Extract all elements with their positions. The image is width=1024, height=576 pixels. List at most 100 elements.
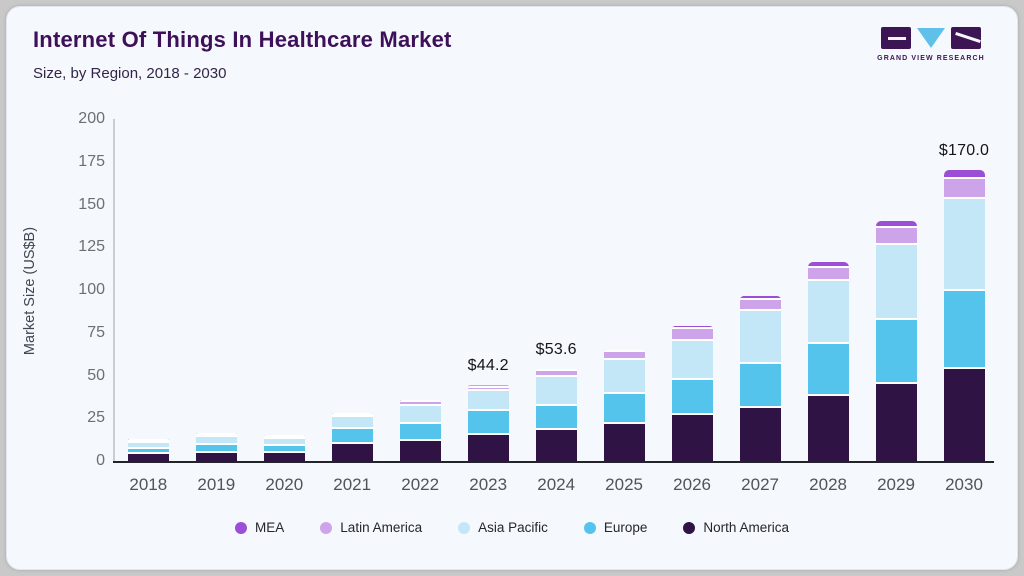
- legend-label: Latin America: [340, 520, 423, 535]
- bar-segment-mea: [127, 438, 169, 441]
- bar-segment-north-america: [535, 430, 577, 461]
- x-tick-label: 2020: [265, 475, 304, 494]
- bar-segment-mea: [331, 412, 373, 415]
- bar-segment-asia-pacific: [671, 340, 713, 381]
- bar-value-label: $170.0: [938, 142, 990, 160]
- y-tick-label: 75: [87, 323, 105, 341]
- bar-segment-asia-pacific: [331, 416, 373, 429]
- y-tick-label: 25: [87, 409, 105, 427]
- x-tick-label: 2028: [809, 475, 847, 494]
- bar-segment-mea: [739, 295, 781, 301]
- bar-2019: [195, 432, 237, 461]
- y-tick-label: 175: [78, 152, 105, 170]
- bar-segment-north-america: [739, 407, 781, 461]
- bar-2029: [875, 220, 917, 461]
- x-tick-label: 2029: [877, 475, 915, 494]
- bar-segment-latin-america: [331, 414, 373, 417]
- bar-2018: [127, 438, 169, 461]
- bar-segment-asia-pacific: [535, 377, 577, 407]
- x-tick-label: 2022: [401, 475, 440, 494]
- bar-segment-latin-america: [195, 434, 237, 437]
- bar-segment-north-america: [467, 435, 509, 461]
- y-tick-label: 50: [87, 366, 105, 384]
- bar-segment-asia-pacific: [263, 438, 305, 447]
- logo-letter-r-icon: [951, 27, 981, 49]
- legend-dot-icon: [583, 521, 596, 534]
- bar-segment-latin-america: [875, 228, 917, 245]
- bar-segment-europe: [875, 319, 917, 385]
- bar-segment-mea: [399, 399, 441, 402]
- bar-segment-mea: [467, 385, 509, 388]
- bar-segment-latin-america: [535, 371, 577, 378]
- bar-segment-north-america: [603, 424, 645, 461]
- bar-segment-north-america: [195, 452, 237, 461]
- x-tick-label: 2026: [673, 475, 711, 494]
- bar-segment-mea: [875, 220, 917, 229]
- legend-item-latin-america: Latin America: [320, 520, 422, 535]
- bar-segment-north-america: [943, 368, 985, 461]
- bar-segment-latin-america: [739, 300, 781, 311]
- x-tick-label: 2030: [945, 475, 983, 494]
- bar-segment-north-america: [875, 384, 917, 461]
- bar-2023: [467, 385, 509, 461]
- legend-item-north-america: North America: [683, 520, 789, 535]
- bar-segment-north-america: [399, 440, 441, 461]
- bar-segment-europe: [467, 410, 509, 436]
- page-subtitle: Size, by Region, 2018 - 2030: [33, 65, 227, 82]
- chart-card: Internet Of Things In Healthcare Market …: [6, 6, 1018, 570]
- logo-caption: GRAND VIEW RESEARCH: [877, 55, 985, 62]
- bar-2026: [671, 325, 713, 461]
- bar-segment-europe: [127, 448, 169, 454]
- legend-label: Asia Pacific: [478, 520, 548, 535]
- x-axis-line: [113, 461, 994, 463]
- bar-segment-north-america: [671, 415, 713, 461]
- y-tick-label: 200: [78, 110, 105, 127]
- bar-2021: [331, 412, 373, 461]
- bar-segment-asia-pacific: [603, 359, 645, 395]
- bar-segment-europe: [195, 445, 237, 453]
- y-axis-line: [113, 119, 115, 461]
- bar-segment-asia-pacific: [399, 406, 441, 424]
- bar-segment-latin-america: [807, 268, 849, 282]
- bar-segment-europe: [671, 380, 713, 416]
- bar-2022: [399, 399, 441, 461]
- legend-item-mea: MEA: [235, 520, 284, 535]
- x-tick-label: 2027: [741, 475, 779, 494]
- x-tick-label: 2019: [197, 475, 236, 494]
- bar-value-label: $53.6: [535, 341, 577, 359]
- bar-segment-europe: [603, 394, 645, 425]
- grand-view-research-logo: GRAND VIEW RESEARCH: [877, 27, 985, 62]
- bar-segment-europe: [943, 290, 985, 369]
- bar-segment-europe: [263, 446, 305, 453]
- bar-segment-latin-america: [943, 179, 985, 200]
- legend-item-asia-pacific: Asia Pacific: [458, 520, 548, 535]
- y-tick-label: 125: [78, 238, 105, 256]
- bar-segment-asia-pacific: [467, 391, 509, 411]
- bar-segment-north-america: [807, 395, 849, 461]
- bar-2024: [535, 369, 577, 461]
- chart-legend: MEA Latin America Asia Pacific Europe North …: [7, 520, 1017, 535]
- y-axis-title: Market Size (US$B): [22, 226, 38, 356]
- bar-segment-mea: [671, 325, 713, 330]
- x-tick-label: 2018: [129, 475, 168, 494]
- x-tick-label: 2023: [469, 475, 508, 494]
- bar-segment-mea: [535, 369, 577, 372]
- bar-segment-mea: [807, 261, 849, 269]
- bar-segment-latin-america: [127, 440, 169, 443]
- bar-segment-latin-america: [671, 329, 713, 341]
- bar-segment-north-america: [263, 452, 305, 461]
- bar-segment-europe: [535, 406, 577, 431]
- bar-segment-mea: [943, 170, 985, 180]
- legend-dot-icon: [320, 521, 333, 534]
- bar-segment-asia-pacific: [739, 310, 781, 364]
- bar-segment-asia-pacific: [875, 244, 917, 320]
- x-tick-label: 2024: [537, 475, 576, 494]
- bar-segment-asia-pacific: [127, 442, 169, 449]
- legend-item-europe: Europe: [583, 520, 647, 535]
- x-tick-label: 2021: [333, 475, 372, 494]
- bar-segment-asia-pacific: [807, 281, 849, 344]
- bar-segment-north-america: [127, 453, 169, 461]
- bar-2025: [603, 349, 645, 461]
- bar-segment-latin-america: [399, 401, 441, 407]
